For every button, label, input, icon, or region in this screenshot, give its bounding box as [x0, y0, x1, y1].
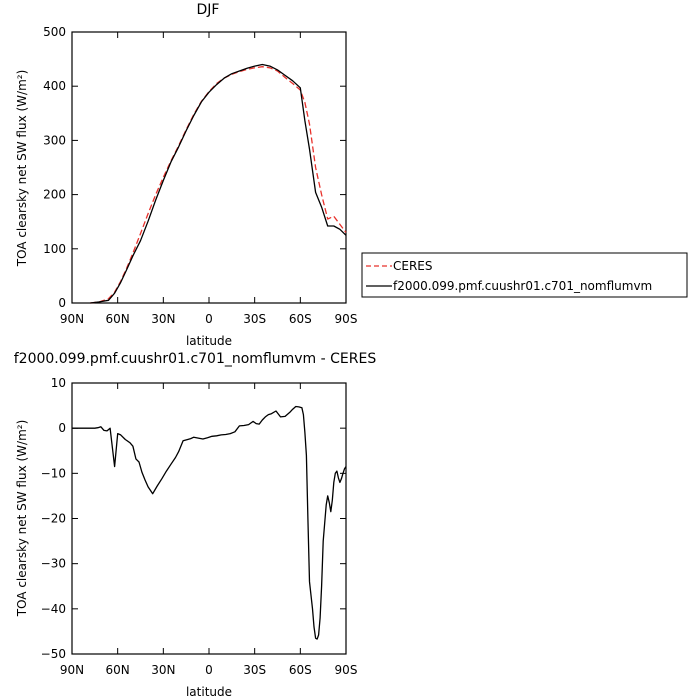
top-x-tick-label: 60N: [106, 312, 130, 326]
bottom-y-tick-label: −10: [41, 466, 66, 480]
top-x-tick-label: 30N: [151, 312, 175, 326]
top-chart-title: DJF: [197, 2, 220, 18]
bottom-y-tick-label: 10: [51, 376, 66, 390]
bottom-x-tick-label: 60N: [106, 663, 130, 677]
top-x-tick-label: 60S: [289, 312, 312, 326]
bottom-x-tick-label: 90S: [335, 663, 358, 677]
legend: CERES f2000.099.pmf.cuushr01.c701_nomflu…: [361, 252, 688, 298]
legend-label-ceres: CERES: [393, 259, 433, 273]
bottom-x-tick-label: 90N: [60, 663, 84, 677]
legend-box: [361, 252, 688, 298]
top-y-tick-label: 300: [43, 133, 66, 147]
top-y-tick-label: 400: [43, 79, 66, 93]
top-y-tick-label: 200: [43, 188, 66, 202]
bottom-x-tick-label: 30S: [243, 663, 266, 677]
bottom-y-tick-label: −20: [41, 512, 66, 526]
bottom-x-tick-label: 30N: [151, 663, 175, 677]
top-x-tick-label: 90N: [60, 312, 84, 326]
top-series-line-0: [90, 66, 347, 304]
top-y-ticks: 0 100 200 300 400 500: [43, 25, 346, 310]
top-x-tick-label: 30S: [243, 312, 266, 326]
bottom-chart-title: f2000.099.pmf.cuushr01.c701_nomflumvm - …: [14, 351, 377, 367]
bottom-y-tick-label: −30: [41, 557, 66, 571]
top-x-tick-label: 0: [205, 312, 213, 326]
bottom-plot-area: [71, 382, 347, 655]
top-y-axis-title: TOA clearsky net SW flux (W/m²): [15, 70, 29, 268]
bottom-y-axis-title: TOA clearsky net SW flux (W/m²): [15, 420, 29, 618]
bottom-x-tick-label: 0: [205, 663, 213, 677]
bottom-y-tick-label: −40: [41, 602, 66, 616]
top-x-ticks: 90N 60N 30N 0 30S 60S 90S: [60, 32, 358, 326]
top-series: [90, 63, 347, 304]
top-panel: DJF 90N 60N 30N 0 30S 60S 90S 0 100 200 300 400 500…: [15, 2, 357, 348]
top-series-line-1: [90, 63, 347, 304]
bottom-series-line-0: [72, 405, 347, 640]
top-y-tick-label: 100: [43, 242, 66, 256]
bottom-y-tick-label: −50: [41, 647, 66, 661]
top-x-axis-title: latitude: [186, 334, 232, 348]
top-x-tick-label: 90S: [335, 312, 358, 326]
bottom-x-tick-label: 60S: [289, 663, 312, 677]
top-y-tick-label: 500: [43, 25, 66, 39]
bottom-y-tick-label: 0: [58, 421, 66, 435]
bottom-x-ticks: 90N 60N 30N 0 30S 60S 90S: [60, 383, 358, 677]
bottom-y-ticks: −50 −40 −30 −20 −10 0 10: [41, 376, 346, 661]
bottom-series: [72, 405, 347, 640]
bottom-panel: f2000.099.pmf.cuushr01.c701_nomflumvm - …: [14, 351, 377, 699]
top-y-tick-label: 0: [58, 296, 66, 310]
legend-label-model: f2000.099.pmf.cuushr01.c701_nomflumvm: [393, 279, 652, 293]
bottom-x-axis-title: latitude: [186, 685, 232, 699]
top-plot-area: [71, 31, 347, 304]
